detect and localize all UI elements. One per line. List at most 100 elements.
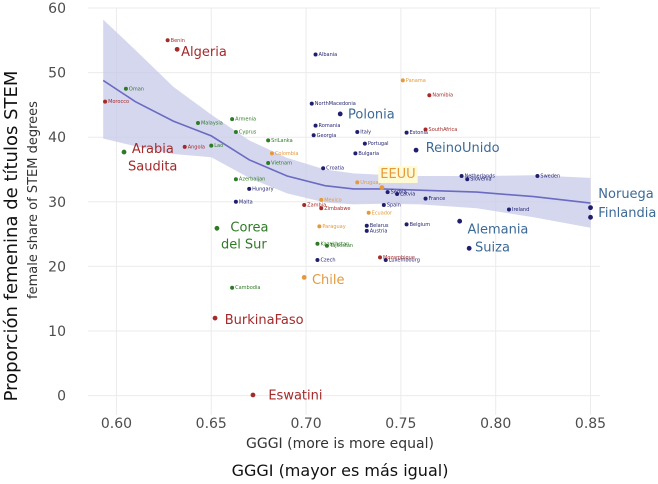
country-label-small: Netherlands	[465, 173, 496, 179]
country-label-small: SriLanka	[271, 138, 293, 144]
data-point	[381, 203, 386, 208]
country-label-small: Mozambique	[383, 255, 415, 261]
country-label-small: Spain	[387, 203, 401, 209]
loess-curve	[102, 79, 591, 204]
data-point-highlight	[588, 205, 593, 211]
y-axis-label-inner: female share of STEM degrees	[26, 101, 41, 299]
country-label-highlight: Alemania	[467, 223, 528, 238]
data-point-highlight	[212, 315, 218, 321]
country-label-small: Ecuador	[372, 210, 393, 216]
data-point	[233, 199, 238, 204]
country-label-small: Paraguay	[322, 224, 345, 230]
country-labels-highlight: Algeria Arabia Saudita Polonia ReinoUnido EEU…	[128, 45, 656, 404]
data-point	[423, 196, 428, 201]
country-label-small: Mexico	[324, 197, 341, 203]
data-point	[535, 173, 540, 178]
data-point	[233, 130, 238, 135]
country-label-small: Colombia	[275, 151, 299, 157]
country-label-small: Angola	[188, 144, 205, 150]
country-label-small: Namibia	[432, 93, 453, 99]
data-point	[366, 210, 371, 215]
data-point	[230, 285, 235, 290]
data-point	[319, 197, 324, 202]
data-point-highlight	[413, 147, 419, 153]
country-label-small: Belgium	[410, 222, 431, 228]
country-label-small: Azerbaijan	[239, 177, 265, 183]
data-point-highlight	[379, 185, 385, 190]
data-point-highlight	[301, 274, 307, 280]
country-label-small: Czech	[320, 257, 335, 263]
y-tick-label: 10	[48, 324, 66, 340]
data-point	[362, 141, 367, 146]
data-point	[383, 257, 388, 262]
data-point	[313, 123, 318, 128]
data-point	[317, 224, 322, 229]
country-labels-small: Benin Albania Oman Morocco Panama Namibia Nort…	[108, 38, 560, 291]
data-point-highlight	[466, 245, 472, 251]
country-label-small: Zambia	[307, 203, 326, 209]
x-tick-label: 0.70	[290, 416, 321, 432]
x-tick-labels: 0.60 0.65 0.70 0.75 0.80 0.85	[101, 416, 606, 432]
x-axis-label-outer: GGGI (mayor es más igual)	[232, 461, 449, 480]
y-tick-label: 20	[48, 259, 66, 275]
country-label-small: Latvia	[400, 192, 415, 198]
data-point	[313, 52, 318, 57]
country-label-small: Romania	[319, 123, 341, 129]
data-point	[355, 130, 360, 135]
data-point	[404, 130, 409, 135]
y-tick-label: 60	[48, 1, 66, 17]
country-label-small: Malaysia	[201, 120, 223, 126]
points-layer	[103, 38, 593, 398]
data-point	[385, 190, 390, 195]
label-highlight-box	[378, 166, 418, 184]
country-label-small: Croatia	[326, 166, 344, 172]
country-label-highlight: Chile	[312, 273, 345, 288]
country-label-small: Estonia	[410, 130, 428, 136]
country-label-highlight: ReinoUnido	[426, 141, 500, 156]
data-point	[506, 207, 511, 212]
x-tick-label: 0.85	[575, 416, 606, 432]
country-label-small: Cambodia	[235, 285, 260, 291]
data-point	[247, 186, 252, 191]
country-label-small: Ireland	[512, 207, 529, 213]
data-point	[395, 192, 400, 197]
y-tick-label: 30	[48, 195, 66, 211]
data-point	[309, 101, 314, 106]
data-point	[364, 223, 369, 228]
country-label-highlight: Corea	[230, 221, 268, 236]
country-label-highlight: Eswatini	[268, 389, 322, 404]
country-label-small: Cyprus	[239, 130, 257, 136]
country-label-small: Zimbabwe	[324, 206, 350, 212]
country-label-highlight: Suiza	[475, 241, 510, 256]
grid	[88, 7, 600, 415]
data-point	[269, 151, 274, 156]
data-point	[321, 166, 326, 171]
y-axis-label-outer: Proporción femenina de títulos STEM	[1, 71, 22, 402]
x-axis-label-inner: GGGI (more is more equal)	[246, 436, 434, 452]
data-point-highlight	[457, 218, 463, 224]
country-label-small: NorthMacedonia	[315, 101, 356, 107]
country-label-small: Bulgaria	[358, 151, 379, 157]
data-point	[423, 127, 428, 132]
data-point	[319, 206, 324, 211]
data-point	[266, 161, 271, 166]
y-tick-labels: 0 10 20 30 40 50 60	[48, 1, 66, 405]
country-label-small: Lao	[214, 143, 223, 149]
country-label-small: Malta	[239, 199, 253, 205]
data-point	[230, 117, 235, 122]
country-label-small: Portugal	[368, 141, 389, 147]
data-point-highlight	[121, 149, 127, 155]
country-label-small: Belarus	[370, 223, 389, 229]
country-label-highlight: Noruega	[598, 187, 653, 202]
country-label-small: Georgia	[317, 133, 337, 139]
country-label-small: Morocco	[108, 99, 129, 105]
data-point	[103, 99, 108, 104]
country-label-small: Luxembourg	[389, 257, 420, 263]
country-label-small: Serbia	[391, 190, 407, 196]
country-label-highlight: EEUU	[380, 167, 415, 182]
country-label-small: Uruguay	[360, 180, 381, 186]
data-point	[233, 177, 238, 182]
data-point	[355, 180, 360, 185]
y-tick-label: 40	[48, 130, 66, 146]
